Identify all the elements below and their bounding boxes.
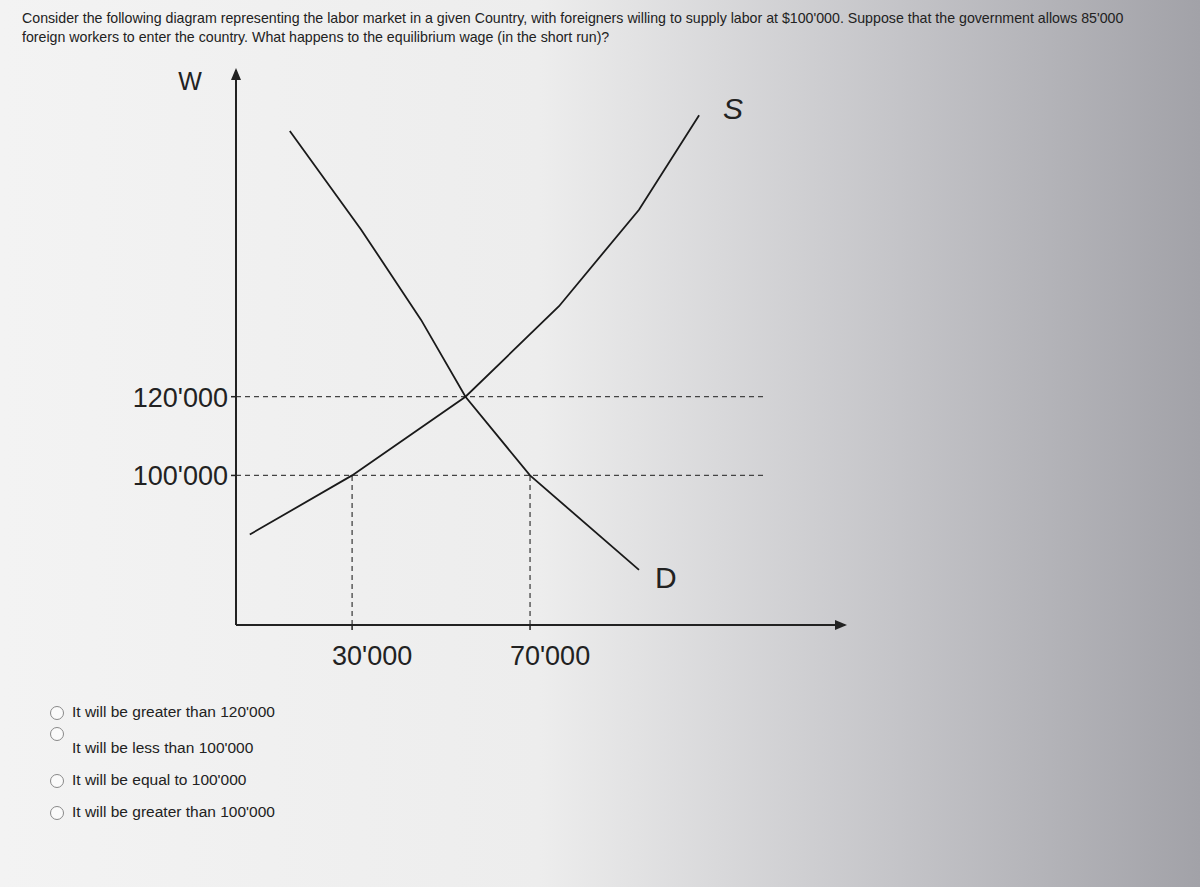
x-axis <box>236 624 845 626</box>
x-axis-arrow <box>835 620 847 630</box>
y-axis <box>235 70 237 625</box>
y-tick <box>231 396 236 398</box>
x-tick <box>529 625 531 630</box>
curve-s <box>250 115 699 534</box>
curve-d <box>290 131 639 570</box>
radio-button[interactable] <box>50 706 64 720</box>
grid-line <box>236 396 765 397</box>
radio-button[interactable] <box>50 774 64 788</box>
y-tick-label: 100'000 <box>133 461 228 491</box>
grid-line <box>236 475 765 476</box>
x-tick-label: 70'000 <box>510 641 590 671</box>
x-tick-label: 30'000 <box>332 641 412 671</box>
option-text[interactable]: It will be equal to 100'000 <box>72 771 246 789</box>
y-tick <box>231 475 236 477</box>
radio-button[interactable] <box>50 806 64 820</box>
guide-line <box>351 475 352 625</box>
curve-label: D <box>655 561 677 594</box>
y-tick-label: 120'000 <box>133 383 228 413</box>
option-text[interactable]: It will be less than 100'000 <box>72 739 253 757</box>
y-axis-label: W <box>178 67 202 95</box>
curve-label: S <box>723 92 743 125</box>
option-text[interactable]: It will be greater than 120'000 <box>72 703 275 721</box>
x-tick <box>351 625 353 630</box>
y-axis-arrow <box>231 68 241 80</box>
guide-line <box>529 475 530 625</box>
option-text[interactable]: It will be greater than 100'000 <box>72 803 275 821</box>
radio-button[interactable] <box>50 727 64 741</box>
curves <box>250 115 699 570</box>
question-text: Consider the following diagram represent… <box>22 9 1142 47</box>
